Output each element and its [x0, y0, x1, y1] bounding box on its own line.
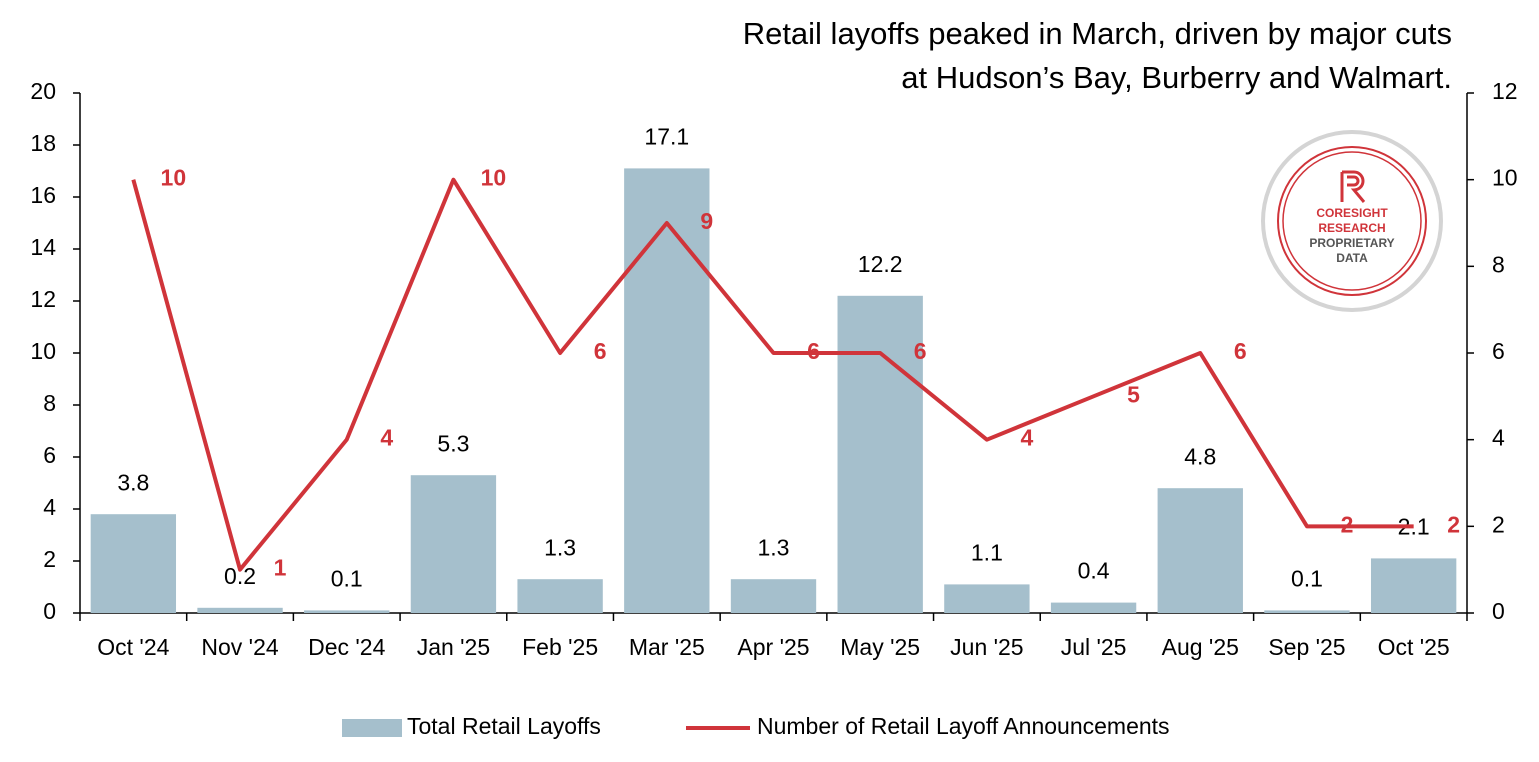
- badge-text: PROPRIETARY: [1309, 236, 1394, 250]
- bar-value-label: 4.8: [1184, 443, 1216, 469]
- bar: [730, 579, 817, 613]
- bar: [1050, 602, 1137, 613]
- y-tick-label: 6: [43, 442, 56, 468]
- line-value-label: 4: [1020, 425, 1033, 451]
- x-tick-label: Apr '25: [737, 634, 809, 660]
- y-tick-label: 20: [30, 78, 56, 104]
- bar-value-label: 1.1: [971, 539, 1003, 565]
- x-tick-label: Mar '25: [629, 634, 705, 660]
- legend-label: Total Retail Layoffs: [407, 713, 601, 739]
- bar-value-label: 5.3: [437, 430, 469, 456]
- line-value-label: 5: [1127, 381, 1140, 407]
- bar: [304, 610, 390, 613]
- x-tick-label: Jan '25: [417, 634, 490, 660]
- line-value-label: 6: [914, 338, 927, 364]
- line: [131, 177, 1414, 572]
- y-tick-label: 16: [30, 182, 56, 208]
- y-tick-label: 4: [43, 494, 56, 520]
- y-tick-label: 18: [30, 130, 56, 156]
- y2-tick-label: 4: [1492, 425, 1505, 451]
- line-value-label: 1: [274, 555, 287, 581]
- badge: CORESIGHT RESEARCH PROPRIETARY DATA: [1261, 130, 1443, 312]
- badge-ring: [1277, 146, 1427, 296]
- legend-label: Number of Retail Layoff Announcements: [757, 713, 1170, 739]
- line-value-label: 10: [481, 165, 507, 191]
- y2-tick-label: 2: [1492, 511, 1505, 537]
- bar: [837, 295, 923, 613]
- bar-value-label: 12.2: [858, 251, 903, 277]
- bar: [517, 579, 603, 613]
- bar: [90, 514, 177, 613]
- bar: [197, 607, 283, 613]
- y-tick-label: 14: [30, 234, 56, 260]
- line-value-label: 2: [1341, 511, 1354, 537]
- y2-tick-label: 0: [1492, 598, 1505, 624]
- x-tick-label: Jun '25: [950, 634, 1023, 660]
- line-value-label: 2: [1447, 511, 1460, 537]
- x-tick-label: Jul '25: [1061, 634, 1127, 660]
- line-value-label: 6: [807, 338, 820, 364]
- bar: [1370, 558, 1457, 613]
- x-tick-label: May '25: [840, 634, 920, 660]
- badge-logo: [1340, 170, 1366, 203]
- x-tick-label: Nov '24: [201, 634, 278, 660]
- bar: [410, 475, 497, 613]
- x-tick-label: Oct '24: [97, 634, 169, 660]
- y2-tick-label: 8: [1492, 251, 1505, 277]
- chart-title: Retail layoffs peaked in March, driven b…: [743, 16, 1452, 51]
- bar: [624, 168, 710, 613]
- y-tick-label: 2: [43, 546, 56, 572]
- y2-tick-label: 10: [1492, 165, 1518, 191]
- bar-value-label: 0.1: [331, 565, 363, 591]
- y-tick-label: 0: [43, 598, 56, 624]
- x-tick-label: Dec '24: [308, 634, 385, 660]
- chart-title: at Hudson’s Bay, Burberry and Walmart.: [901, 60, 1452, 95]
- legend-swatch: [342, 719, 402, 737]
- badge-ring: [1282, 151, 1422, 291]
- line-value-label: 6: [1234, 338, 1247, 364]
- bar-value-label: 0.4: [1078, 558, 1110, 584]
- bar: [944, 584, 1030, 613]
- badge-text: RESEARCH: [1318, 221, 1385, 235]
- x-tick-label: Sep '25: [1268, 634, 1345, 660]
- bar-value-label: 3.8: [117, 469, 149, 495]
- badge-text: CORESIGHT: [1316, 206, 1388, 220]
- y2-tick-label: 12: [1492, 78, 1518, 104]
- line-value-label: 6: [594, 338, 607, 364]
- y-tick-label: 12: [30, 286, 56, 312]
- bar-value-label: 17.1: [644, 123, 689, 149]
- badge-text: DATA: [1336, 251, 1368, 265]
- x-tick-label: Oct '25: [1378, 634, 1450, 660]
- bar-value-label: 1.3: [758, 534, 790, 560]
- bar: [1264, 610, 1350, 613]
- line-value-label: 9: [700, 208, 713, 234]
- x-tick-label: Feb '25: [522, 634, 598, 660]
- y-tick-label: 10: [30, 338, 56, 364]
- bar-value-label: 1.3: [544, 534, 576, 560]
- bar-value-label: 0.1: [1291, 565, 1323, 591]
- bar: [1157, 488, 1243, 613]
- line-value-label: 4: [380, 425, 393, 451]
- y-tick-label: 8: [43, 390, 56, 416]
- x-tick-label: Aug '25: [1162, 634, 1239, 660]
- line-value-label: 10: [161, 165, 187, 191]
- y2-tick-label: 6: [1492, 338, 1505, 364]
